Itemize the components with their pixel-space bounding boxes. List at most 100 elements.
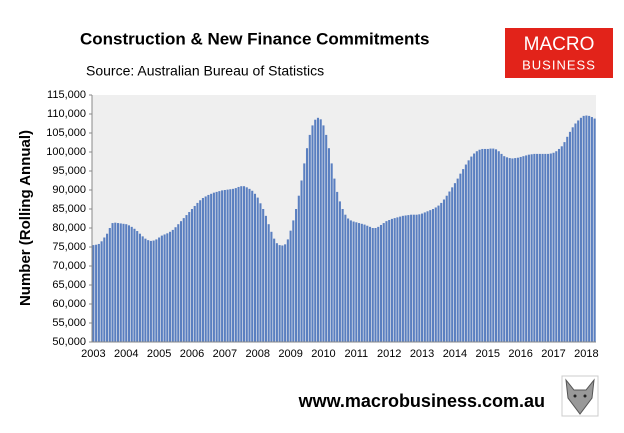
bar [177,224,180,342]
bar [371,228,374,342]
bar [182,218,185,342]
bar [349,220,352,342]
bar [415,214,418,342]
bar [114,222,117,342]
bar [322,125,325,343]
bar [125,224,128,342]
bar [393,218,396,342]
bar [407,215,410,342]
bar [289,230,292,342]
y-axis-label: Number (Rolling Annual) [17,130,34,306]
x-tick-label: 2005 [147,348,171,360]
bar [593,118,596,342]
bar [410,214,413,342]
bar [459,173,462,342]
bar [232,188,235,342]
bar [116,223,120,342]
bar [399,216,402,342]
bar [185,215,188,342]
bar [363,224,366,342]
bar [119,223,122,342]
bar [149,240,152,342]
bar [316,117,320,342]
bar [303,163,306,342]
x-tick-label: 2006 [180,348,204,360]
bar [549,153,552,342]
bar [547,153,550,342]
bar [344,214,347,342]
bar [338,201,341,342]
bar [169,231,172,342]
bar [500,153,503,342]
logo-line1: MACRO [524,34,595,55]
bar [453,183,456,342]
bar [188,212,191,342]
bar [563,142,566,342]
x-tick-label: 2007 [213,348,237,360]
logo-line2: BUSINESS [522,57,596,72]
bar [448,191,451,342]
bar [155,239,158,342]
bar [590,117,593,342]
bar [221,190,224,342]
y-tick-label: 110,000 [47,108,86,120]
bar [541,153,544,342]
bar [166,233,169,342]
bar [174,227,177,342]
bar [368,226,372,342]
bar [426,211,429,342]
bar [533,153,536,342]
bar [122,223,125,342]
y-tick-label: 90,000 [52,184,86,196]
y-tick-label: 65,000 [52,279,86,291]
bar [544,153,547,342]
bar [421,213,424,342]
x-tick-label: 2014 [443,348,467,360]
bar [141,236,144,342]
bar [566,136,569,342]
bar [366,225,369,342]
bar [147,240,150,342]
bar [484,148,487,342]
y-tick-label: 75,000 [52,241,86,253]
bar [210,193,213,342]
bar [160,235,163,342]
bar [130,226,133,342]
bar [557,148,561,342]
bar [259,203,262,342]
bar [489,148,492,342]
bar [560,146,563,342]
bar [525,155,528,342]
chart-title: Construction & New Finance Commitments [80,29,429,48]
bar [327,148,330,342]
bar [467,160,470,342]
bar [240,186,243,342]
bar [256,197,259,342]
x-tick-label: 2004 [114,348,138,360]
bar [333,178,336,342]
bar [278,245,281,342]
bar [330,163,333,342]
x-tick-label: 2015 [476,348,500,360]
bar [242,186,246,342]
x-tick-label: 2013 [410,348,434,360]
bar [451,187,454,342]
bar [226,189,229,342]
bar [530,154,533,342]
x-tick-label: 2018 [574,348,598,360]
bar [286,239,289,342]
bar [325,134,328,342]
bar [138,233,141,342]
bar [552,152,555,342]
chart-subtitle: Source: Australian Bureau of Statistics [86,63,324,79]
bar [341,209,344,342]
bar [305,148,309,342]
bar [311,125,314,343]
bar [396,217,399,342]
bar [464,164,467,342]
bar [382,223,385,342]
bar [223,190,226,342]
bar [579,117,582,342]
bar [163,234,166,342]
bar [152,240,155,342]
